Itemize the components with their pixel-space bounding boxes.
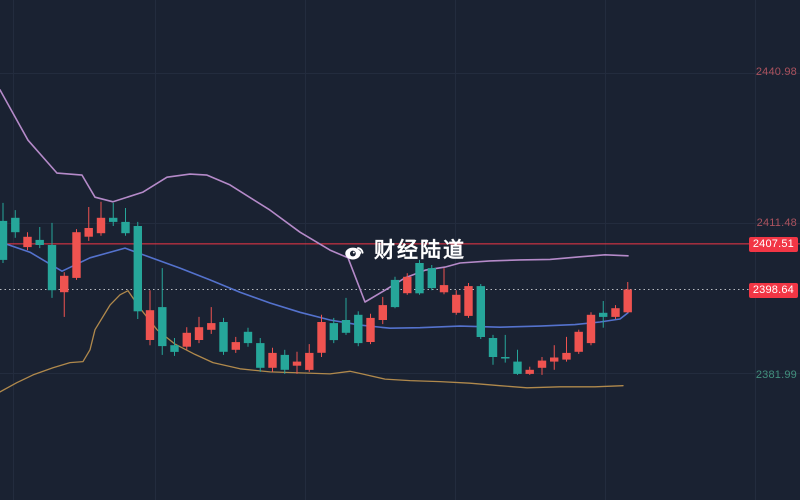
last-price-badge: 2398.64 xyxy=(748,283,798,298)
price-label-high: 2440.98 xyxy=(755,66,797,78)
price-label-low: 2381.99 xyxy=(755,369,797,381)
price-label-level: 2411.48 xyxy=(756,217,797,229)
alert-price-badge: 2407.51 xyxy=(748,237,798,252)
